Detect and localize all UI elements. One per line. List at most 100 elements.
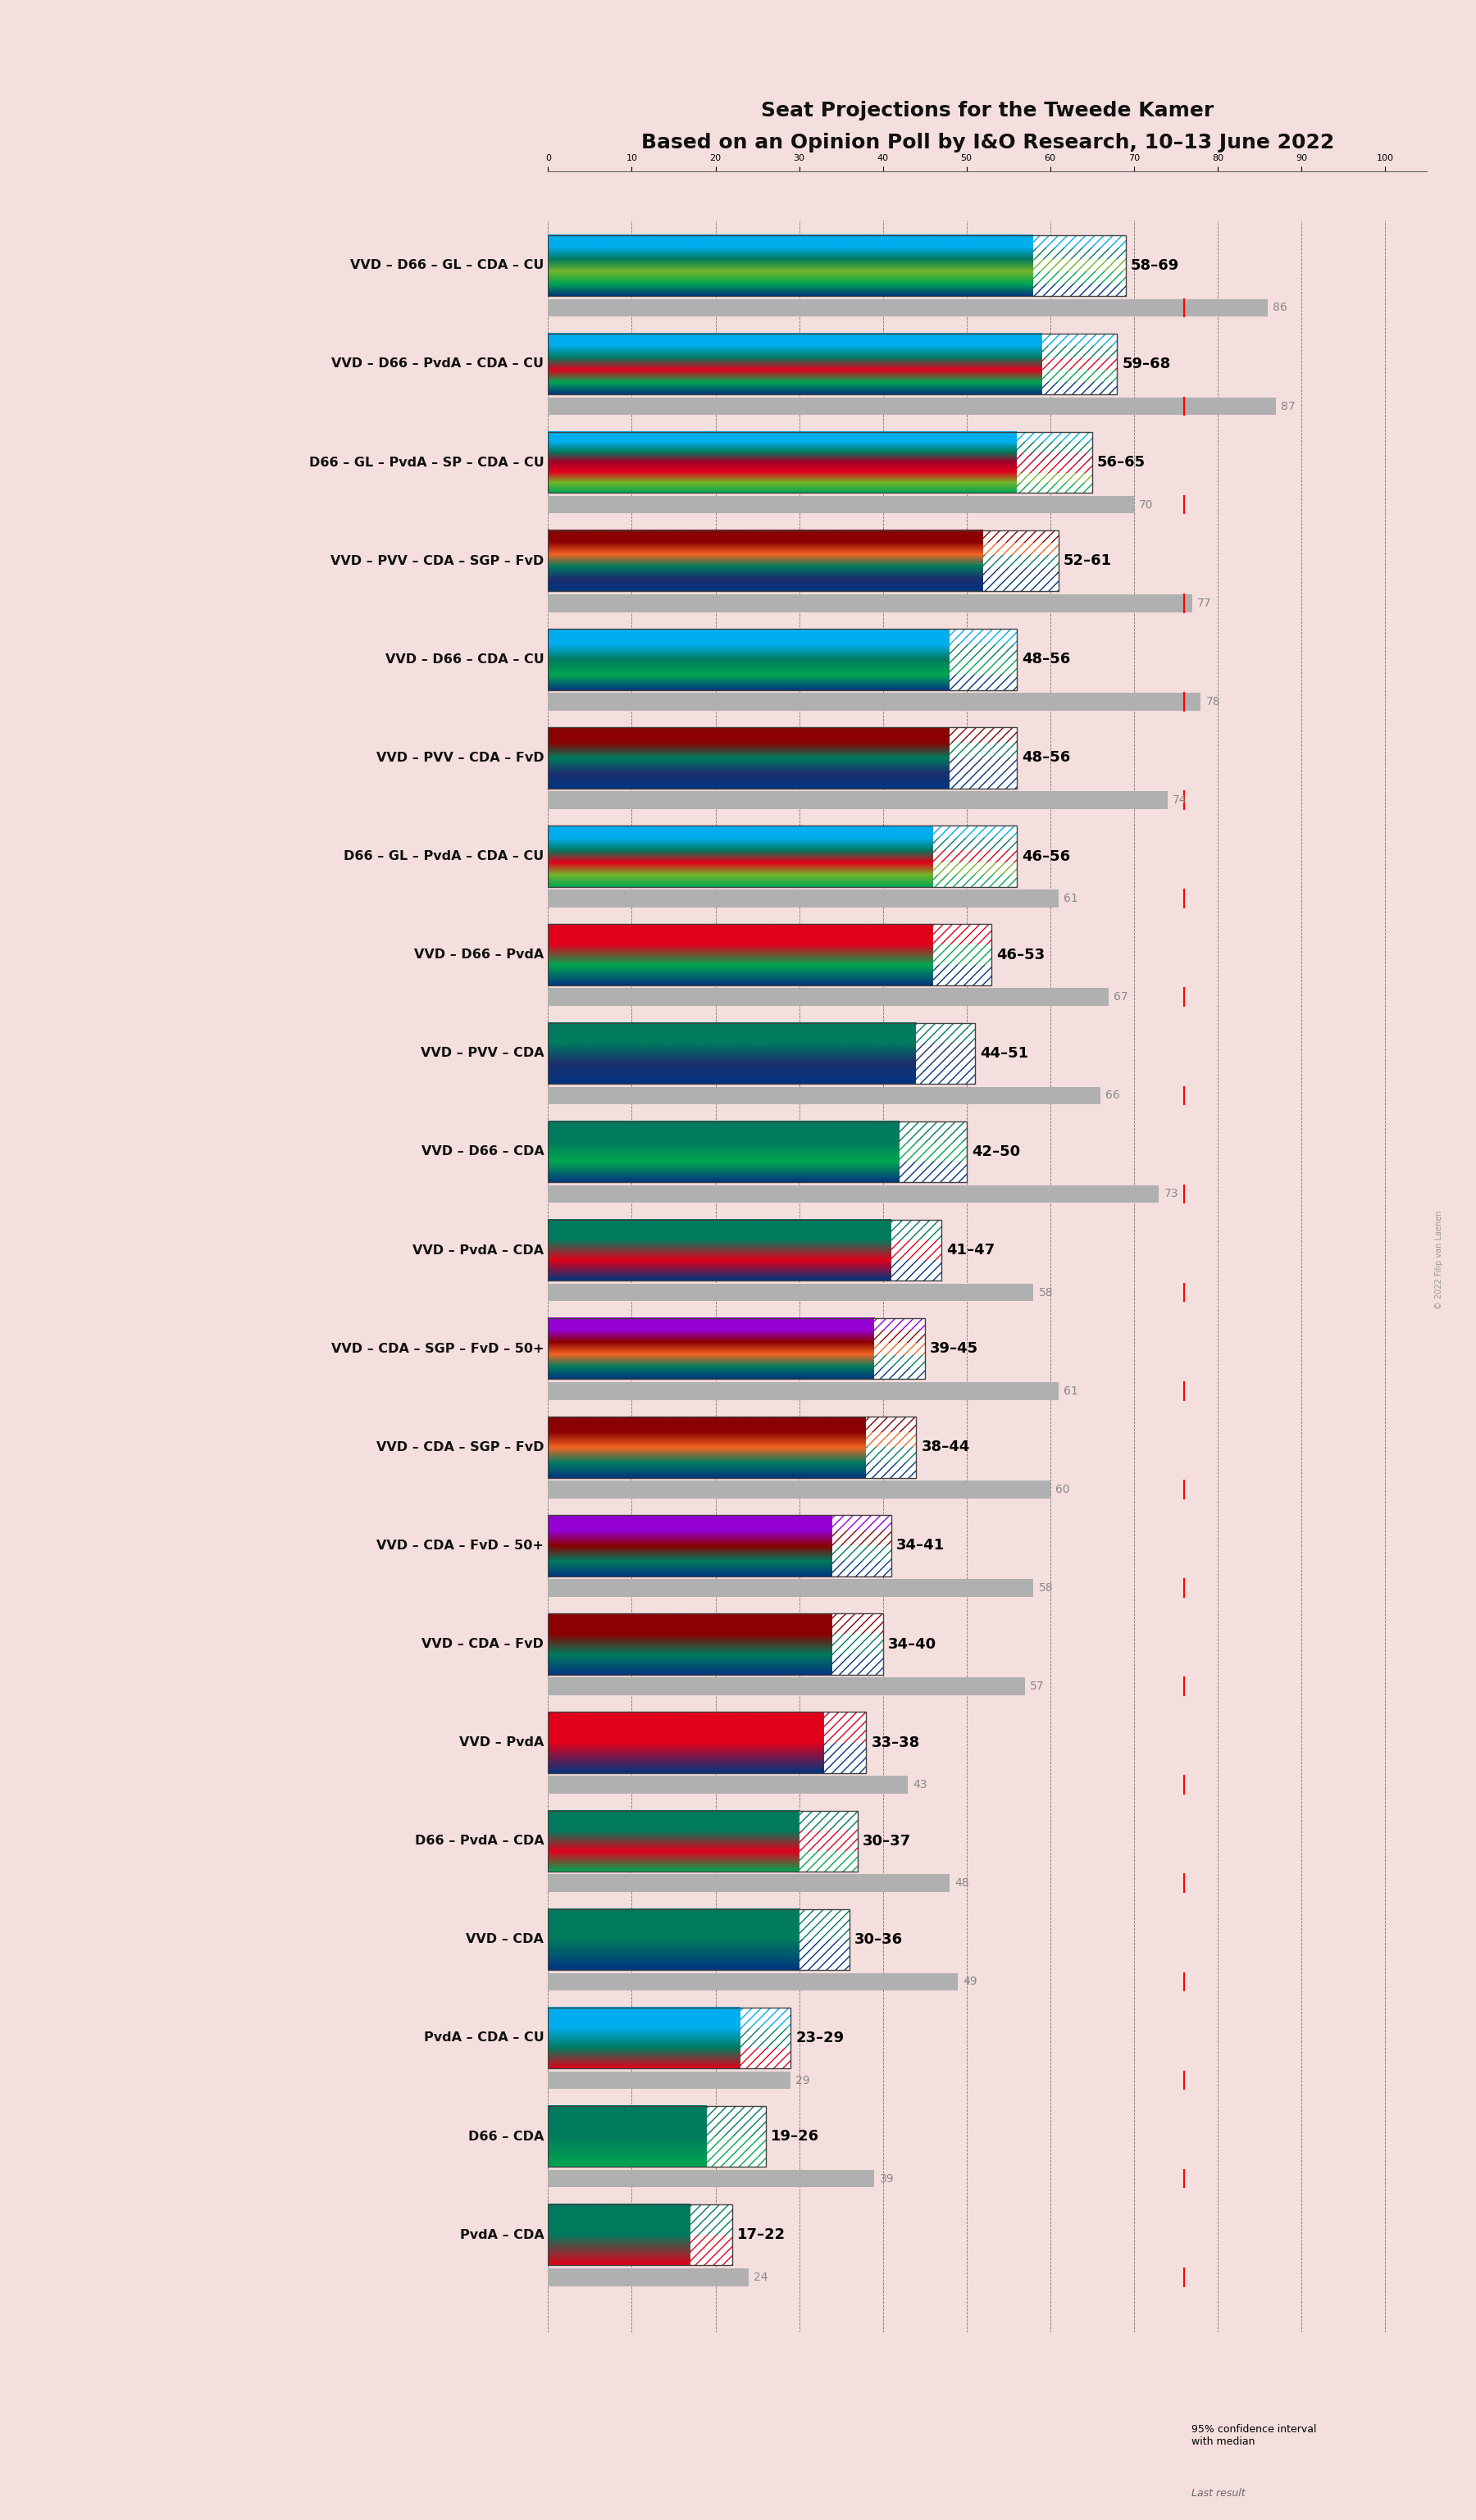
Bar — [917, 1023, 974, 1043]
Bar — [832, 1515, 892, 1575]
Text: VVD – D66 – PvdA: VVD – D66 – PvdA — [415, 948, 543, 960]
Bar — [548, 1910, 849, 1971]
Bar — [824, 1711, 866, 1741]
Text: 42–50: 42–50 — [971, 1144, 1020, 1159]
Bar — [832, 1633, 883, 1653]
Bar — [1033, 234, 1126, 295]
Bar — [1042, 358, 1117, 370]
Text: VVD – PVV – CDA: VVD – PVV – CDA — [421, 1048, 543, 1058]
Bar — [983, 542, 1058, 554]
Bar — [933, 925, 992, 945]
Text: VVD – PVV – CDA – FvD: VVD – PVV – CDA – FvD — [376, 751, 543, 764]
Bar — [741, 2008, 791, 2029]
Bar — [548, 595, 1193, 612]
Text: 58: 58 — [1039, 1583, 1052, 1593]
Bar — [548, 300, 1268, 318]
Bar — [548, 1482, 1051, 1499]
Bar — [899, 1142, 967, 1162]
Text: 39–45: 39–45 — [930, 1341, 979, 1356]
Text: 29: 29 — [796, 2074, 810, 2087]
Bar — [874, 1318, 924, 1331]
Bar — [1017, 441, 1092, 451]
Text: VVD – CDA – SGP – FvD: VVD – CDA – SGP – FvD — [376, 1441, 543, 1454]
Bar — [548, 827, 1017, 887]
Text: D66 – GL – PvdA – CDA – CU: D66 – GL – PvdA – CDA – CU — [344, 849, 543, 862]
Text: VVD – CDA – FvD: VVD – CDA – FvD — [422, 1638, 543, 1651]
Bar — [824, 1711, 866, 1774]
Bar — [1017, 464, 1092, 474]
Bar — [548, 1515, 892, 1575]
Text: VVD – CDA – FvD – 50+: VVD – CDA – FvD – 50+ — [376, 1540, 543, 1552]
Bar — [899, 1162, 967, 1182]
Text: 56–65: 56–65 — [1097, 456, 1145, 469]
Text: 66: 66 — [1106, 1089, 1120, 1101]
Bar — [548, 988, 1108, 1005]
Bar — [917, 1063, 974, 1084]
Bar — [874, 1366, 924, 1378]
Bar — [548, 398, 1277, 416]
Bar — [1017, 484, 1092, 494]
Text: VVD – PvdA: VVD – PvdA — [459, 1736, 543, 1749]
Text: 49: 49 — [964, 1976, 977, 1988]
Bar — [892, 1220, 942, 1280]
Text: 87: 87 — [1281, 401, 1296, 411]
Text: 48–56: 48–56 — [1021, 653, 1070, 668]
Text: 48: 48 — [955, 1877, 970, 1890]
Bar — [824, 1741, 866, 1774]
Bar — [949, 675, 1017, 690]
Text: VVD – CDA: VVD – CDA — [466, 1933, 543, 1945]
Text: 57: 57 — [1030, 1681, 1045, 1691]
Text: VVD – D66 – PvdA – CDA – CU: VVD – D66 – PvdA – CDA – CU — [332, 358, 543, 370]
Text: 46–56: 46–56 — [1021, 849, 1070, 864]
Text: VVD – D66 – CDA – CU: VVD – D66 – CDA – CU — [385, 653, 543, 665]
Bar — [799, 1940, 849, 1971]
Bar — [548, 1416, 917, 1477]
Text: 60: 60 — [1055, 1484, 1070, 1494]
Bar — [874, 1343, 924, 1356]
Bar — [1033, 285, 1126, 295]
Bar — [548, 333, 1117, 396]
Bar — [983, 529, 1058, 542]
Bar — [1033, 234, 1126, 247]
Text: D66 – CDA: D66 – CDA — [468, 2129, 543, 2142]
Bar — [741, 2008, 791, 2069]
Bar — [548, 1809, 858, 1872]
Text: VVD – PvdA – CDA: VVD – PvdA – CDA — [413, 1245, 543, 1257]
Bar — [548, 2170, 874, 2187]
Bar — [1042, 345, 1117, 358]
Bar — [548, 693, 1201, 711]
Text: 38–44: 38–44 — [921, 1439, 970, 1454]
Text: 39: 39 — [880, 2172, 894, 2185]
Bar — [799, 1910, 849, 1940]
Bar — [548, 529, 1058, 592]
Bar — [832, 1653, 883, 1676]
Bar — [832, 1613, 883, 1676]
Bar — [548, 1777, 908, 1794]
Bar — [548, 1121, 967, 1182]
Bar — [548, 1678, 1026, 1696]
Bar — [548, 925, 992, 985]
Bar — [949, 759, 1017, 774]
Bar — [1042, 383, 1117, 396]
Text: 61: 61 — [1064, 892, 1077, 905]
Text: 17–22: 17–22 — [737, 2228, 785, 2243]
Bar — [832, 1515, 892, 1530]
Bar — [548, 1875, 949, 1893]
Bar — [548, 1580, 1033, 1598]
Bar — [548, 1973, 958, 1991]
Bar — [892, 1240, 942, 1260]
Bar — [548, 1086, 1101, 1104]
Bar — [707, 2107, 766, 2137]
Text: Last result: Last result — [1191, 2487, 1246, 2500]
Bar — [707, 2137, 766, 2167]
Text: 74: 74 — [1172, 794, 1187, 806]
Bar — [1017, 431, 1092, 494]
Text: 86: 86 — [1272, 302, 1287, 312]
Text: D66 – PvdA – CDA: D66 – PvdA – CDA — [415, 1835, 543, 1847]
Bar — [832, 1613, 883, 1633]
Bar — [548, 2071, 791, 2089]
Bar — [933, 862, 1017, 874]
Text: 34–40: 34–40 — [889, 1635, 936, 1651]
Bar — [691, 2205, 732, 2235]
Bar — [949, 728, 1017, 743]
